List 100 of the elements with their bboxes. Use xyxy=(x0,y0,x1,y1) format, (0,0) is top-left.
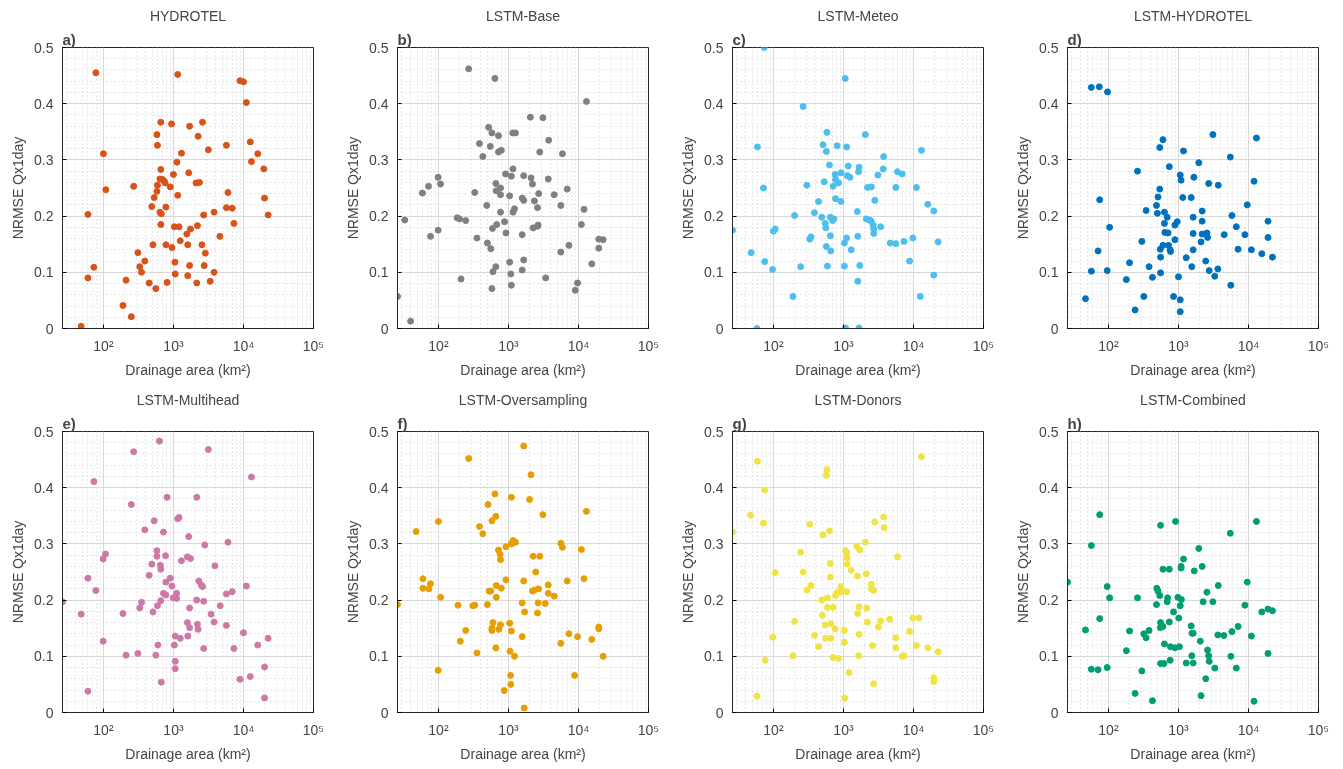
y-tick-label: 0.4 xyxy=(369,95,389,112)
x-tick-label: 10² xyxy=(428,721,449,738)
x-tick-label: 10³ xyxy=(833,337,854,354)
y-tick-label: 0.3 xyxy=(369,535,389,552)
y-tick-label: 0.4 xyxy=(1039,95,1059,112)
y-tick-label: 0.2 xyxy=(704,592,724,609)
y-tick-label: 0.5 xyxy=(34,39,54,56)
y-tick-label: 0 xyxy=(715,704,724,721)
y-tick-label: 0.1 xyxy=(704,264,724,281)
x-tick-label: 10³ xyxy=(163,337,184,354)
y-axis-title: NRMSE Qx1day xyxy=(10,136,27,240)
x-tick-label: 10³ xyxy=(1168,721,1189,738)
y-tick-label: 0.4 xyxy=(34,479,54,496)
x-axis-title: Drainage area (km²) xyxy=(1130,745,1256,762)
y-tick-label: 0.2 xyxy=(369,592,389,609)
x-axis-title: Drainage area (km²) xyxy=(125,745,251,762)
y-axis-title: NRMSE Qx1day xyxy=(680,520,697,624)
x-axis-title: Drainage area (km²) xyxy=(125,361,251,378)
y-tick-label: 0.3 xyxy=(34,151,54,168)
x-tick-label: 10² xyxy=(93,337,114,354)
y-tick-label: 0.1 xyxy=(704,648,724,665)
y-tick-label: 0.3 xyxy=(704,151,724,168)
y-tick-label: 0 xyxy=(45,704,54,721)
y-tick-label: 0.2 xyxy=(1039,208,1059,225)
chart-title: HYDROTEL xyxy=(149,7,227,24)
y-tick-label: 0.2 xyxy=(34,208,54,225)
x-tick-label: 10⁴ xyxy=(232,337,255,354)
y-axis-title: NRMSE Qx1day xyxy=(10,520,27,624)
y-tick-label: 0.5 xyxy=(1039,423,1059,440)
y-tick-label: 0.3 xyxy=(704,535,724,552)
y-tick-label: 0.5 xyxy=(704,39,724,56)
y-tick-label: 0.3 xyxy=(1039,151,1059,168)
x-axis-title: Drainage area (km²) xyxy=(460,361,586,378)
y-tick-label: 0.5 xyxy=(704,423,724,440)
y-tick-label: 0.2 xyxy=(704,208,724,225)
x-axis-title: Drainage area (km²) xyxy=(795,361,921,378)
y-axis-title: NRMSE Qx1day xyxy=(1015,136,1032,240)
annotation: a) xyxy=(62,30,76,48)
y-tick-label: 0.4 xyxy=(34,95,54,112)
y-tick-label: 0.1 xyxy=(369,648,389,665)
x-axis-title: Drainage area (km²) xyxy=(795,745,921,762)
x-tick-label: 10³ xyxy=(498,721,519,738)
annotation: f) xyxy=(397,414,408,432)
y-tick-label: 0.1 xyxy=(34,648,54,665)
y-tick-label: 0.1 xyxy=(1039,648,1059,665)
annotation: h) xyxy=(1067,414,1082,432)
y-tick-label: 0.2 xyxy=(34,592,54,609)
x-tick-label: 10⁴ xyxy=(232,721,255,738)
y-tick-label: 0.4 xyxy=(704,95,724,112)
y-tick-label: 0.5 xyxy=(34,423,54,440)
y-axis-title: NRMSE Qx1day xyxy=(1015,520,1032,624)
x-tick-label: 10² xyxy=(763,721,784,738)
x-axis-title: Drainage area (km²) xyxy=(460,745,586,762)
y-tick-label: 0.3 xyxy=(1039,535,1059,552)
chart-title: LSTM-Combined xyxy=(1140,391,1246,408)
y-tick-label: 0.4 xyxy=(704,479,724,496)
x-tick-label: 10² xyxy=(93,721,114,738)
y-axis-title: NRMSE Qx1day xyxy=(680,136,697,240)
x-tick-label: 10⁵ xyxy=(972,337,995,354)
annotation: d) xyxy=(1067,30,1082,48)
x-tick-label: 10⁵ xyxy=(302,721,325,738)
chart-title: LSTM-Meteo xyxy=(817,7,899,24)
y-tick-label: 0 xyxy=(715,320,724,337)
annotation: b) xyxy=(397,30,412,48)
chart-title: LSTM-Oversampling xyxy=(458,391,588,408)
y-tick-label: 0.2 xyxy=(369,208,389,225)
y-tick-label: 0 xyxy=(380,704,389,721)
x-tick-label: 10³ xyxy=(833,721,854,738)
annotation: g) xyxy=(732,414,747,432)
x-tick-label: 10⁵ xyxy=(1307,337,1330,354)
annotation: c) xyxy=(732,30,746,48)
x-tick-label: 10³ xyxy=(1168,337,1189,354)
x-tick-label: 10⁴ xyxy=(567,337,590,354)
y-axis-title: NRMSE Qx1day xyxy=(345,520,362,624)
x-tick-label: 10⁴ xyxy=(1237,337,1260,354)
y-tick-label: 0.1 xyxy=(1039,264,1059,281)
y-tick-label: 0.5 xyxy=(369,39,389,56)
x-tick-label: 10⁵ xyxy=(637,337,660,354)
y-tick-label: 0.3 xyxy=(369,151,389,168)
x-tick-label: 10⁴ xyxy=(902,337,925,354)
y-tick-label: 0 xyxy=(380,320,389,337)
x-tick-label: 10⁵ xyxy=(1307,721,1330,738)
y-tick-label: 0 xyxy=(45,320,54,337)
y-tick-label: 0.5 xyxy=(369,423,389,440)
x-tick-label: 10⁵ xyxy=(302,337,325,354)
x-tick-label: 10³ xyxy=(163,721,184,738)
x-tick-label: 10⁴ xyxy=(1237,721,1260,738)
x-tick-label: 10⁴ xyxy=(567,721,590,738)
x-tick-label: 10⁴ xyxy=(902,721,925,738)
y-tick-label: 0.4 xyxy=(1039,479,1059,496)
y-tick-label: 0.1 xyxy=(34,264,54,281)
y-tick-label: 0.1 xyxy=(369,264,389,281)
x-axis-title: Drainage area (km²) xyxy=(1130,361,1256,378)
chart-title: LSTM-HYDROTEL xyxy=(1133,7,1253,24)
x-tick-label: 10² xyxy=(763,337,784,354)
y-axis-title: NRMSE Qx1day xyxy=(345,136,362,240)
y-tick-label: 0.4 xyxy=(369,479,389,496)
x-tick-label: 10⁵ xyxy=(972,721,995,738)
x-tick-label: 10² xyxy=(1098,337,1119,354)
annotation: e) xyxy=(62,414,76,432)
